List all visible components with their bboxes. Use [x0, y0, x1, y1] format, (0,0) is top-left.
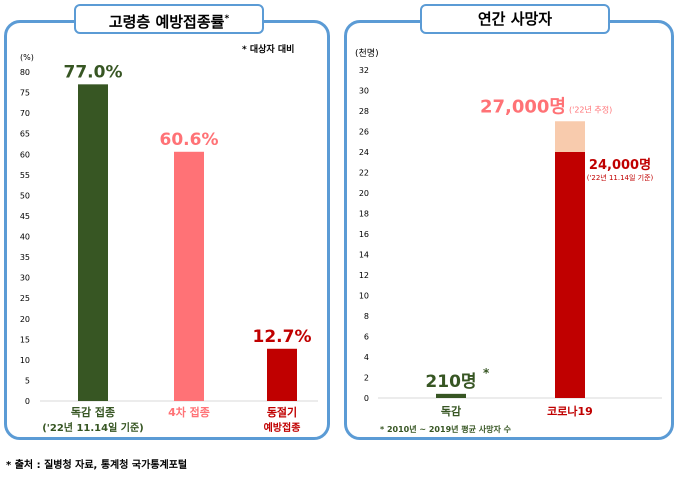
- y-tick-label: 55: [20, 171, 30, 180]
- y-tick-label: 26: [359, 128, 369, 137]
- y-tick-label: 40: [20, 233, 30, 242]
- y-tick-label: 10: [359, 292, 369, 301]
- vaccination-rate-title-mark: *: [224, 14, 230, 24]
- y-tick-label: 5: [25, 376, 30, 385]
- y-tick-label: 24: [359, 148, 369, 157]
- annual-deaths-title: 연간 사망자: [420, 4, 610, 34]
- source-note: * 출처 : 질병청 자료, 통계청 국가통계포털: [6, 460, 188, 471]
- y-tick-label: 45: [20, 212, 30, 221]
- category-label-covid: 코로나19: [547, 404, 593, 418]
- y-tick-label: 0: [25, 397, 30, 406]
- category-label-1: 독감 접종: [71, 405, 115, 419]
- category-label-flu: 독감: [441, 404, 461, 418]
- vaccination-rate-title-text: 고령층 예방접종률: [108, 13, 225, 31]
- data-label-1: 77.0%: [64, 62, 123, 82]
- y-tick-label: 0: [364, 394, 369, 403]
- vaccination-rate-title: 고령층 예방접종률*: [74, 4, 264, 34]
- y-tick-label: 8: [364, 312, 369, 321]
- category-sublabel-3: 예방접종: [264, 421, 301, 434]
- y-tick-label: 50: [20, 191, 30, 200]
- y-axis-unit: (%): [20, 53, 34, 62]
- y-tick-label: 70: [20, 109, 30, 118]
- target-population-note: * 대상자 대비: [242, 43, 294, 55]
- estimate-sublabel: ('22년 추정): [569, 104, 612, 114]
- y-axis-unit: (천명): [355, 48, 379, 59]
- data-label-2: 60.6%: [160, 130, 219, 150]
- data-sublabel-covid: ('22년 11.14일 기준): [587, 173, 654, 182]
- y-tick-label: 28: [359, 107, 369, 116]
- category-label-3: 동절기: [267, 405, 297, 419]
- y-tick-label: 18: [359, 210, 369, 219]
- y-tick-label: 32: [359, 66, 369, 75]
- y-tick-label: 6: [364, 333, 369, 342]
- category-sublabel-1: ('22년 11.14일 기준): [42, 421, 144, 434]
- bar-covid: [555, 152, 585, 398]
- y-tick-label: 16: [359, 230, 369, 239]
- y-tick-label: 2: [364, 374, 369, 383]
- y-tick-label: 25: [20, 294, 30, 303]
- bar-1: [78, 84, 108, 402]
- annual-deaths-panel: [344, 20, 674, 440]
- y-tick-label: 30: [20, 274, 30, 283]
- y-tick-label: 35: [20, 253, 30, 262]
- y-tick-label: 22: [359, 169, 369, 178]
- bar-flu: [436, 393, 466, 398]
- y-tick-label: 20: [20, 315, 30, 324]
- category-label-2: 4차 접종: [168, 405, 210, 419]
- y-tick-label: 60: [20, 150, 30, 159]
- y-tick-label: 80: [20, 68, 30, 77]
- annual-deaths-title-text: 연간 사망자: [477, 10, 553, 28]
- vaccination-rate-chart: (%) 0 5 10 15 20 25 30 35 40 45 50 55 60 65 70 75 80 77.0%…: [20, 53, 318, 434]
- estimate-label: 27,000명: [480, 96, 566, 117]
- y-tick-label: 20: [359, 189, 369, 198]
- y-tick-label: 75: [20, 89, 30, 98]
- y-tick-label: 30: [359, 87, 369, 96]
- y-tick-label: 12: [359, 271, 369, 280]
- bar-3: [267, 348, 297, 401]
- data-label-flu: 210명: [425, 372, 476, 392]
- y-tick-label: 10: [20, 356, 30, 365]
- data-label-covid: 24,000명: [589, 157, 651, 173]
- y-tick-label: 15: [20, 335, 30, 344]
- y-tick-label: 14: [359, 251, 369, 260]
- data-label-flu-mark: *: [483, 366, 490, 380]
- bar-2: [174, 151, 204, 401]
- y-tick-label: 4: [364, 353, 369, 362]
- bar-covid-estimate: [555, 121, 585, 152]
- y-tick-label: 65: [20, 130, 30, 139]
- average-deaths-footnote: * 2010년 ~ 2019년 평균 사망자 수: [380, 424, 512, 434]
- data-label-3: 12.7%: [253, 327, 312, 347]
